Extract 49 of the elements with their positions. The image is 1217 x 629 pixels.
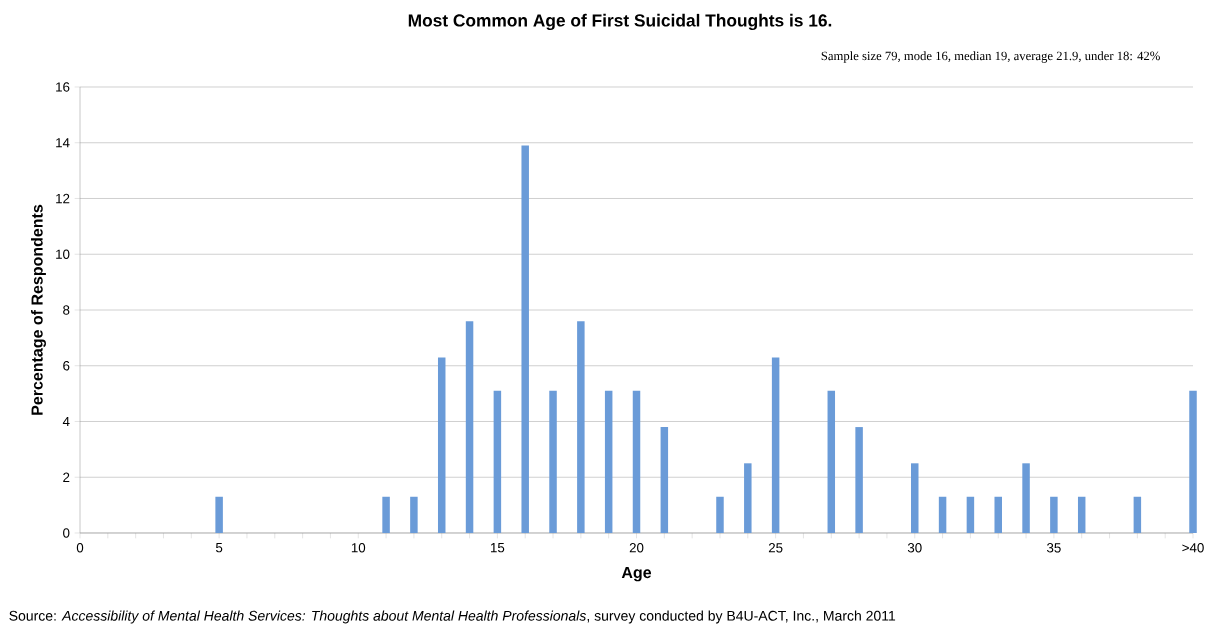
bar bbox=[660, 427, 669, 533]
bar bbox=[771, 357, 780, 533]
bar bbox=[465, 321, 474, 533]
chart-title: Most Common Age of First Suicidal Thoughts is 16. bbox=[408, 13, 832, 31]
bar bbox=[1050, 496, 1058, 533]
bar bbox=[1022, 463, 1030, 533]
source-note: Source: Accessibility of Mental Health Services: Thoughts about Mental Health Professionals, survey conducted by B4U-ACT, Inc., March 2011 bbox=[9, 610, 896, 624]
x-tick-label: 35 bbox=[1046, 543, 1061, 553]
x-tick-label: 10 bbox=[351, 543, 366, 553]
x-tick-label: 30 bbox=[907, 543, 922, 553]
y-tick-label: 6 bbox=[63, 361, 70, 371]
bar bbox=[437, 357, 446, 533]
bar bbox=[744, 463, 752, 533]
x-tick-label: 15 bbox=[490, 543, 505, 553]
y-tick-label: 0 bbox=[63, 528, 70, 538]
bar bbox=[549, 390, 557, 533]
bar bbox=[1077, 496, 1086, 533]
x-tick-label: >40 bbox=[1182, 543, 1204, 553]
bar bbox=[632, 390, 641, 533]
y-axis-title: Percentage of Respondents bbox=[31, 204, 46, 415]
bar bbox=[493, 390, 502, 533]
y-tick-label: 2 bbox=[63, 472, 70, 482]
bar bbox=[855, 427, 863, 533]
chart-subtitle: Sample size 79, mode 16, median 19, average 21.9, under 18: 42% bbox=[821, 51, 1160, 63]
y-tick-label: 8 bbox=[63, 305, 70, 315]
bar bbox=[938, 496, 947, 533]
bar bbox=[382, 496, 390, 533]
bar bbox=[994, 496, 1002, 533]
y-tick-label: 16 bbox=[56, 82, 70, 92]
bar bbox=[966, 496, 975, 533]
bar bbox=[521, 145, 529, 533]
bar bbox=[827, 390, 836, 533]
y-tick-label: 10 bbox=[56, 249, 70, 259]
bar bbox=[215, 496, 223, 533]
y-tick-label: 4 bbox=[62, 416, 70, 427]
bar bbox=[716, 496, 724, 533]
bar bbox=[604, 390, 613, 533]
bar bbox=[1189, 390, 1197, 533]
x-tick-label: 5 bbox=[215, 543, 223, 553]
x-tick-label: 20 bbox=[629, 543, 644, 553]
y-tick-label: 14 bbox=[56, 138, 70, 148]
bar bbox=[410, 496, 418, 533]
x-tick-label: 0 bbox=[76, 543, 84, 553]
x-tick-label: 25 bbox=[768, 543, 783, 553]
bar bbox=[911, 463, 919, 533]
x-axis-title: Age bbox=[621, 566, 652, 582]
y-tick-label: 12 bbox=[56, 193, 70, 204]
bar bbox=[1133, 496, 1142, 533]
bar bbox=[577, 321, 585, 533]
